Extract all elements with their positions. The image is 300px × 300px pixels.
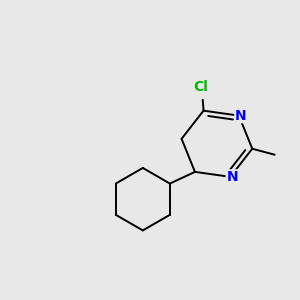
Text: N: N	[226, 170, 238, 184]
Text: N: N	[235, 109, 247, 123]
Text: Cl: Cl	[194, 80, 208, 94]
